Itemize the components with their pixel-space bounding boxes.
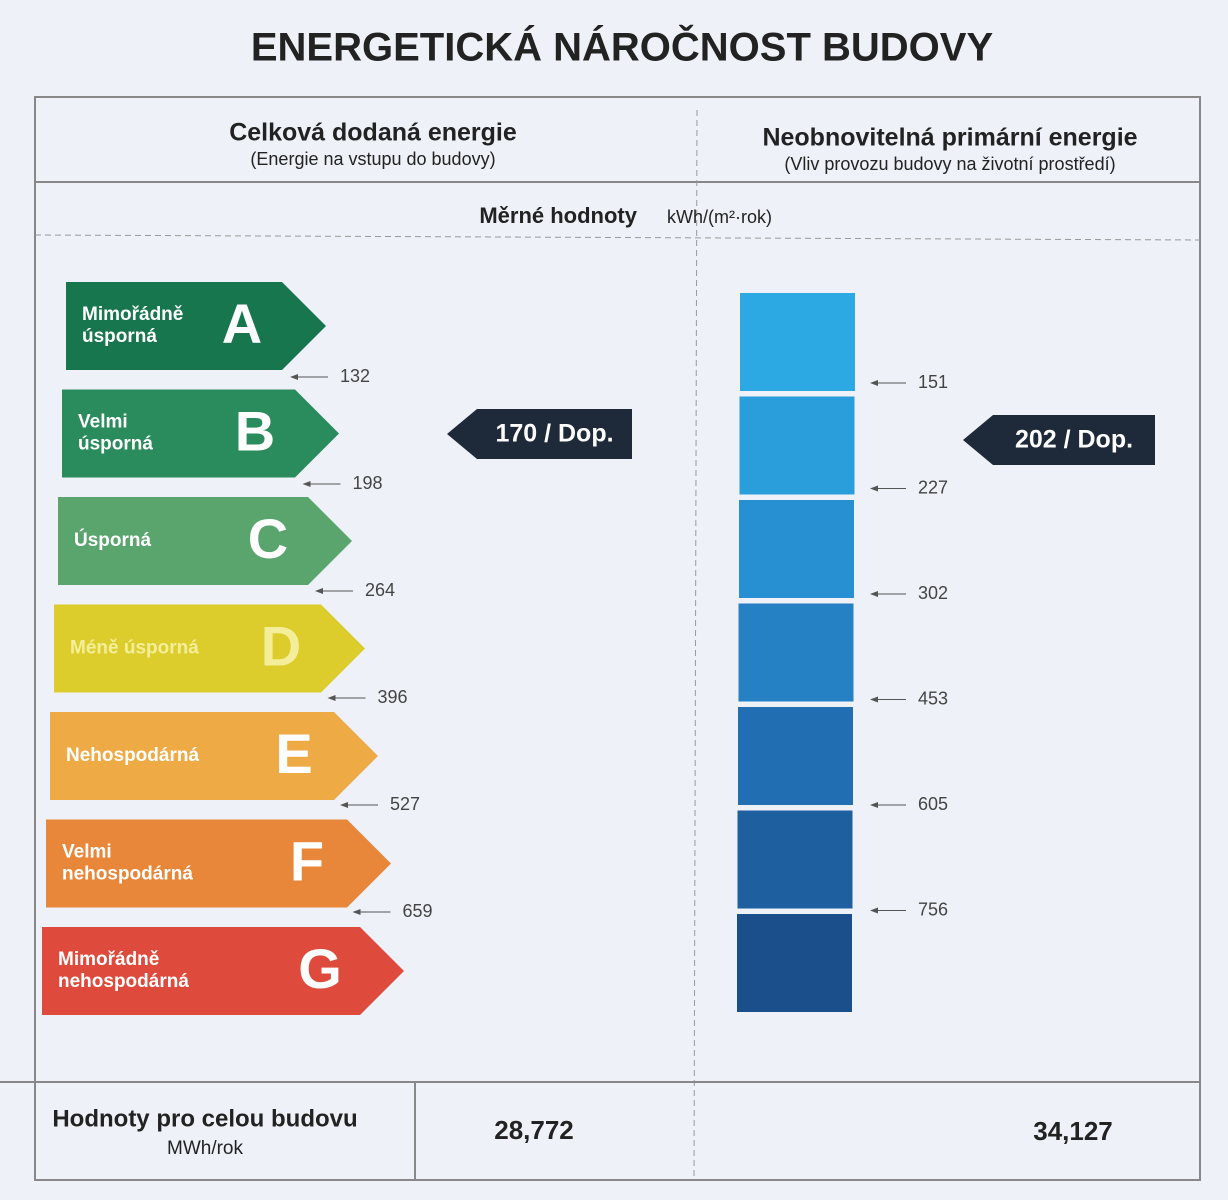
threshold-value: 396	[378, 687, 408, 707]
threshold-arrowhead	[315, 588, 323, 594]
threshold-value: 659	[403, 901, 433, 921]
threshold-arrowhead	[870, 802, 878, 808]
threshold-value: 227	[918, 477, 948, 497]
class-letter: F	[290, 829, 324, 892]
class-label: úsporná	[78, 434, 153, 455]
threshold-arrowhead	[870, 380, 878, 386]
rating-value: 170 / Dop.	[495, 420, 613, 448]
class-arrow	[42, 927, 404, 1015]
class-arrow	[62, 389, 339, 478]
class-label: Méně úsporná	[70, 638, 199, 659]
threshold-value: 302	[918, 583, 948, 603]
threshold-arrowhead	[340, 802, 348, 808]
units-unit: kWh/(m²·rok)	[667, 207, 772, 227]
units-label: Měrné hodnoty	[479, 203, 637, 228]
class-arrow	[46, 819, 391, 908]
primary-block	[738, 707, 853, 805]
threshold-value: 198	[353, 473, 383, 493]
class-label: Úsporná	[74, 529, 152, 551]
threshold-arrowhead	[870, 485, 878, 492]
threshold-arrowhead	[870, 907, 878, 914]
class-label: Mimořádně	[82, 304, 183, 325]
primary-block	[740, 293, 855, 391]
rating-indicator	[447, 409, 632, 459]
class-arrow	[58, 497, 352, 585]
footer-label: Hodnoty pro celou budovu	[52, 1105, 357, 1132]
class-label: Velmi	[62, 842, 112, 863]
threshold-arrowhead	[302, 481, 311, 487]
threshold-value: 264	[365, 580, 395, 600]
threshold-arrowhead	[870, 696, 878, 703]
class-label: Mimořádně	[58, 949, 159, 970]
class-label: Velmi	[78, 412, 128, 433]
units-divider	[34, 234, 1201, 241]
primary-block	[739, 500, 854, 598]
threshold-arrowhead	[290, 374, 298, 380]
class-label: nehospodárná	[58, 971, 189, 992]
threshold-value: 453	[918, 688, 948, 708]
class-label: Nehospodárná	[66, 745, 199, 766]
threshold-value: 527	[390, 794, 420, 814]
rating-value: 202 / Dop.	[1015, 426, 1133, 454]
class-label: nehospodárná	[62, 864, 193, 885]
primary-block	[738, 603, 854, 702]
class-letter: E	[275, 722, 312, 785]
threshold-arrowhead	[352, 909, 361, 915]
threshold-value: 605	[918, 794, 948, 814]
page-title: ENERGETICKÁ NÁROČNOST BUDOVY	[251, 24, 994, 70]
column-subtitle: (Energie na vstupu do budovy)	[250, 149, 495, 169]
primary-block	[737, 810, 853, 909]
footer-unit: MWh/rok	[167, 1138, 244, 1159]
class-label: úsporná	[82, 326, 157, 347]
footer-value: 34,127	[1033, 1116, 1113, 1146]
class-letter: B	[235, 399, 275, 462]
frame	[34, 96, 1201, 1181]
class-arrow	[66, 282, 326, 370]
class-letter: A	[222, 292, 262, 355]
column-subtitle: (Vliv provozu budovy na životní prostřed…	[784, 154, 1115, 174]
primary-block	[739, 396, 855, 495]
rating-indicator	[963, 415, 1155, 465]
class-letter: G	[298, 937, 342, 1000]
threshold-arrowhead	[870, 591, 878, 597]
class-arrow	[54, 604, 365, 693]
column-title: Neobnovitelná primární energie	[762, 124, 1137, 152]
class-arrow	[50, 712, 378, 800]
threshold-value: 756	[918, 899, 948, 919]
column-divider	[693, 109, 698, 1181]
primary-block	[737, 914, 852, 1012]
class-letter: C	[248, 507, 288, 570]
footer-value: 28,772	[494, 1115, 574, 1145]
threshold-value: 132	[340, 366, 370, 386]
threshold-value: 151	[918, 372, 948, 392]
class-letter: D	[261, 614, 301, 677]
threshold-arrowhead	[327, 695, 336, 701]
column-title: Celková dodaná energie	[229, 119, 517, 147]
